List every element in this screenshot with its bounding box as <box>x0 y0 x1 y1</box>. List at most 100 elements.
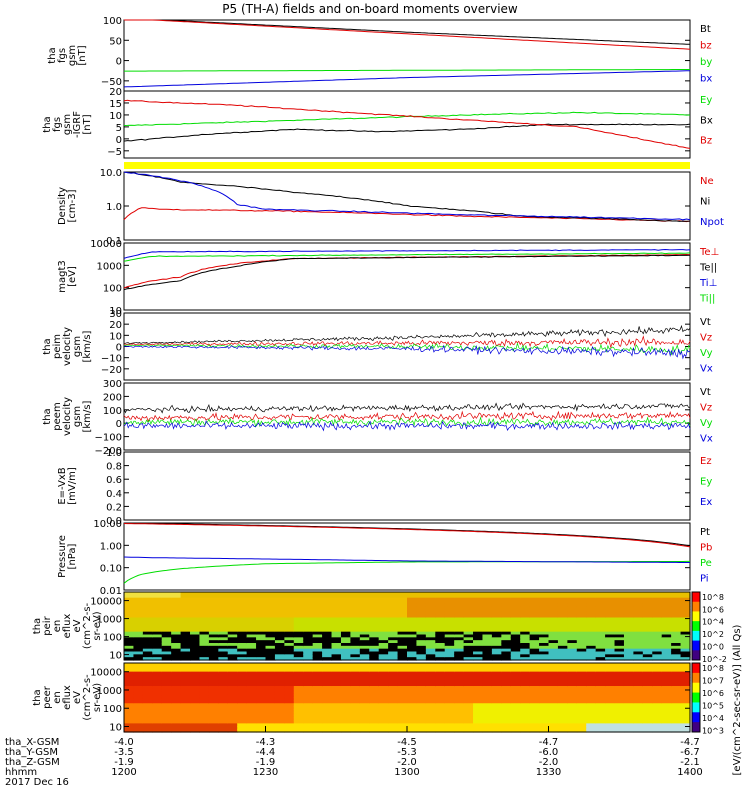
spectrogram-cell <box>152 709 163 713</box>
spectrogram-cell <box>510 709 521 713</box>
spectrogram-cell <box>671 683 682 687</box>
spectrogram-cell <box>161 723 172 727</box>
spectrogram-cell <box>161 706 172 710</box>
series-line-bz <box>124 19 691 50</box>
spectrogram-cell <box>642 648 653 653</box>
y-axis-label: tha <box>42 408 53 424</box>
x-row-value: -4.5 <box>397 737 417 748</box>
spectrogram-cell <box>416 677 427 681</box>
spectrogram-cell <box>407 680 418 684</box>
spectrogram-cell <box>473 623 484 627</box>
spectrogram-cell <box>180 626 191 630</box>
spectrogram-cell <box>133 720 144 724</box>
spectrogram-cell <box>529 697 540 701</box>
spectrogram-cell <box>463 700 474 704</box>
spectrogram-cell <box>331 640 342 644</box>
spectrogram-cell <box>454 720 465 724</box>
spectrogram-cell <box>605 706 616 710</box>
spectrogram-cell <box>444 657 455 661</box>
spectrogram-cell <box>633 620 644 624</box>
spectrogram-cell <box>274 611 285 616</box>
spectrogram-cell <box>322 697 333 701</box>
spectrogram-cell <box>303 592 314 596</box>
spectrogram-cell <box>152 680 163 684</box>
spectrogram-cell <box>142 651 153 655</box>
spectrogram-cell <box>142 683 153 687</box>
spectrogram-cell <box>237 703 248 707</box>
spectrogram-cell <box>680 714 691 719</box>
spectrogram-cell <box>482 617 493 621</box>
spectrogram-cell <box>284 626 295 630</box>
spectrogram-cell <box>463 594 474 599</box>
spectrogram-cell <box>576 623 587 627</box>
spectrogram-cell <box>548 623 559 627</box>
spectrogram-cell <box>265 603 276 607</box>
spectrogram-cell <box>510 628 521 633</box>
spectrogram-cell <box>510 674 521 678</box>
spectrogram-cell <box>142 609 153 613</box>
spectrogram-cell <box>454 597 465 602</box>
spectrogram-cell <box>171 686 182 690</box>
spectrogram-cell <box>614 714 625 719</box>
spectrogram-cell <box>331 720 342 724</box>
spectrogram-cell <box>284 668 295 673</box>
spectrogram-cell <box>652 709 663 713</box>
spectrogram-cell <box>425 657 436 661</box>
spectrogram-cell <box>473 620 484 624</box>
spectrogram-cell <box>171 594 182 599</box>
spectrogram-cell <box>312 674 323 678</box>
spectrogram-cell <box>152 694 163 699</box>
spectrogram-cell <box>180 688 191 693</box>
spectrogram-cell <box>680 709 691 713</box>
spectrogram-cell <box>142 706 153 710</box>
spectrogram-cell <box>190 706 201 710</box>
spectrogram-cell <box>397 706 408 710</box>
spectrogram-cell <box>312 657 323 661</box>
spectrogram-cell <box>312 603 323 607</box>
spectrogram-cell <box>680 729 691 733</box>
spectrogram-cell <box>520 611 531 616</box>
spectrogram-cell <box>548 640 559 644</box>
spectrogram-cell <box>435 680 446 684</box>
spectrogram-cell <box>642 723 653 727</box>
spectrogram-cell <box>435 703 446 707</box>
spectrogram-cell <box>539 706 550 710</box>
spectrogram-cell <box>359 706 370 710</box>
spectrogram-cell <box>576 634 587 638</box>
spectrogram-cell <box>190 688 201 693</box>
spectrogram-cell <box>520 651 531 655</box>
x-row-label: tha_Y-GSM <box>5 747 58 758</box>
spectrogram-cell <box>322 631 333 636</box>
spectrogram-cell <box>491 686 502 690</box>
spectrogram-cell <box>265 726 276 730</box>
spectrogram-cell <box>633 637 644 641</box>
spectrogram-cell <box>388 657 399 661</box>
spectrogram-cell <box>388 680 399 684</box>
spectrogram-cell <box>614 603 625 607</box>
spectrogram-cell <box>133 637 144 641</box>
spectrogram-cell <box>642 677 653 681</box>
spectrogram-cell <box>444 600 455 604</box>
spectrogram-cell <box>614 643 625 647</box>
spectrogram-cell <box>444 720 455 724</box>
spectrogram-cell <box>237 694 248 699</box>
spectrogram-cell <box>671 697 682 701</box>
spectrogram-cell <box>284 709 295 713</box>
spectrogram-cell <box>227 677 238 681</box>
spectrogram-cell <box>199 711 210 716</box>
spectrogram-cell <box>614 729 625 733</box>
spectrogram-cell <box>671 611 682 616</box>
spectrogram-cell <box>557 651 568 655</box>
spectrogram-cell <box>303 640 314 644</box>
spectrogram-cell <box>388 609 399 613</box>
panel-frame <box>123 451 691 521</box>
spectrogram-cell <box>227 683 238 687</box>
spectrogram-cell <box>359 623 370 627</box>
spectrogram-cell <box>416 640 427 644</box>
spectrogram-cell <box>567 697 578 701</box>
spectrogram-cell <box>227 680 238 684</box>
spectrogram-cell <box>208 729 219 733</box>
spectrogram-cell <box>246 594 257 599</box>
spectrogram-cell <box>661 640 672 644</box>
spectrogram-cell <box>557 674 568 678</box>
